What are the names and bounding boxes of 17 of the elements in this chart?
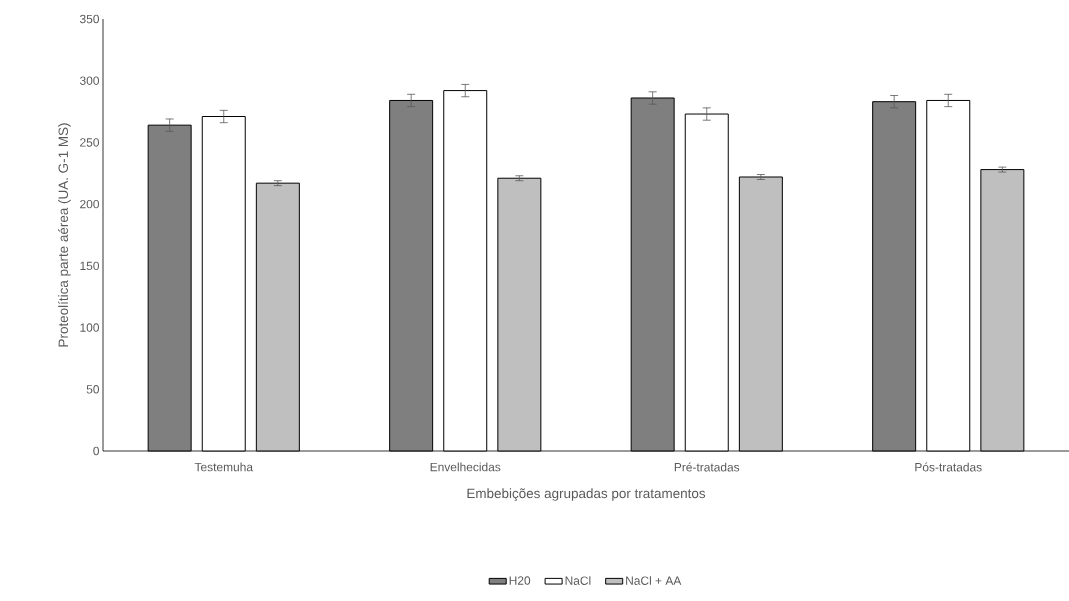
legend-label: H20 (509, 576, 531, 585)
legend-label: NaCl (565, 576, 591, 585)
legend-label: NaCl + AA (626, 576, 682, 585)
y-tick-label: 300 (79, 76, 100, 85)
y-axis-title: Proteolítica parte aérea (UA. G-1 MS) (58, 123, 71, 347)
x-tick-label: Pós-tratadas (915, 462, 982, 472)
x-tick-label: Pré-tratadas (674, 462, 740, 472)
y-tick-label: 50 (86, 385, 100, 394)
y-tick-label: 100 (80, 323, 100, 332)
x-tick-label: Testemuha (194, 462, 253, 472)
x-axis-title: Embebições agrupadas por tratamentos (467, 488, 706, 501)
y-tick-label: 350 (79, 14, 100, 24)
y-tick-label: 0 (93, 446, 100, 456)
y-tick-label: 200 (80, 199, 100, 209)
y-tick-label: 250 (80, 138, 100, 147)
x-tick-label: Envelhecidas (430, 462, 501, 472)
y-tick-label: 150 (80, 261, 100, 271)
